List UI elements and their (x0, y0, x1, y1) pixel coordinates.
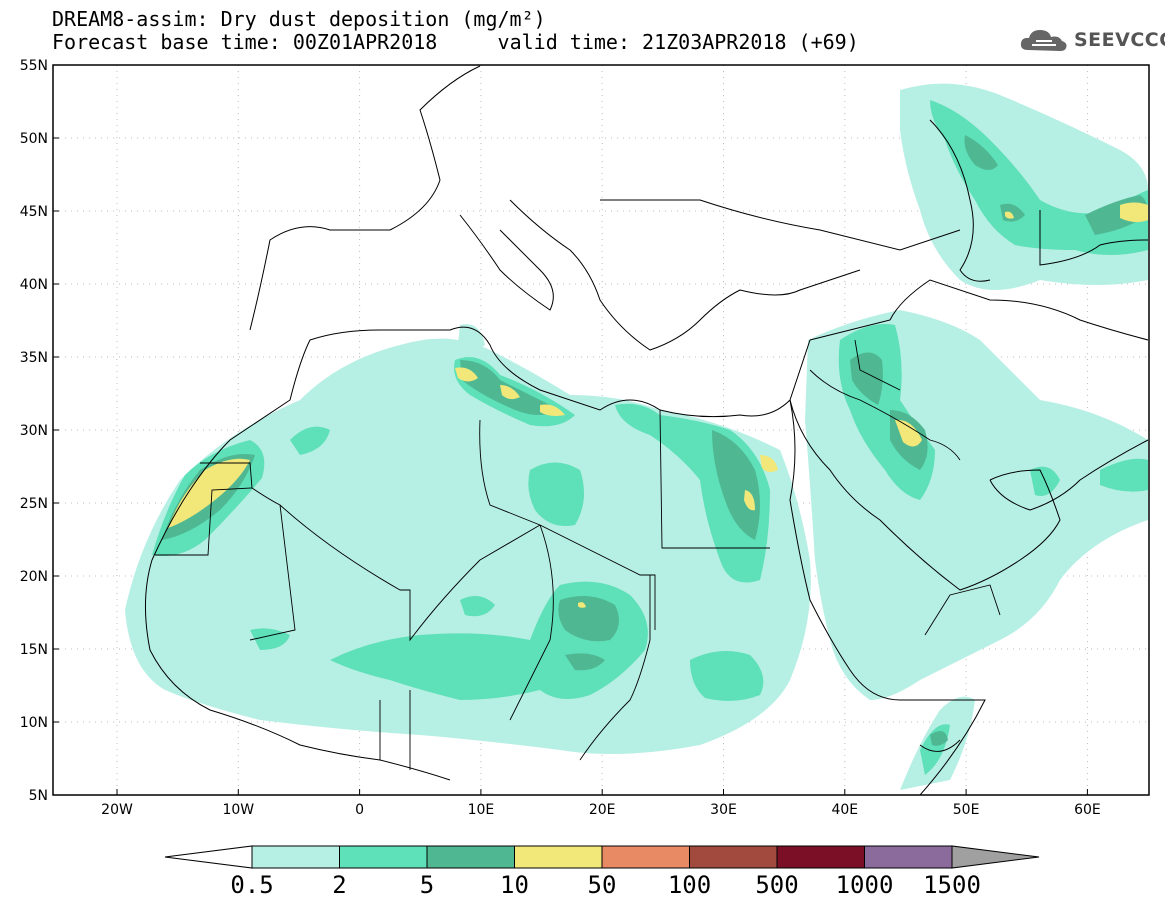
country-borders (155, 339, 1001, 770)
lat-label: 55N (20, 58, 48, 74)
colorbar-label: 10 (500, 871, 529, 899)
lat-label: 20N (20, 569, 48, 585)
seevccc-logo: SEEVCCC (1018, 26, 1165, 54)
map-title-block: DREAM8-assim: Dry dust deposition (mg/m²… (52, 8, 859, 54)
coastlines (145, 65, 1149, 795)
lat-label: 35N (20, 350, 48, 366)
logo-text: SEEVCCC (1074, 29, 1165, 51)
longitude-labels: 20W 10W 0 10E 20E 30E 40E 50E 60E (101, 789, 1101, 818)
lon-label: 20E (589, 802, 616, 818)
colorbar (164, 845, 1040, 869)
colorbar-low-triangle (164, 845, 253, 869)
colorbar-box (251, 845, 340, 869)
colorbar-box (864, 845, 953, 869)
latitude-labels: 55N 50N 45N 40N 35N 30N 25N 20N 15N 10N 5N (20, 58, 59, 804)
colorbar-label: 50 (588, 871, 617, 899)
lon-label: 20W (101, 802, 133, 818)
colorbar-box (601, 845, 690, 869)
colorbar-label: 100 (668, 871, 711, 899)
lon-label: 10W (222, 802, 254, 818)
colorbar-box (776, 845, 865, 869)
valid-time: valid time: 21Z03APR2018 (+69) (497, 30, 859, 54)
lat-label: 30N (20, 423, 48, 439)
lat-label: 25N (20, 496, 48, 512)
lon-label: 0 (355, 802, 364, 818)
map-title: DREAM8-assim: Dry dust deposition (mg/m²… (52, 7, 546, 31)
lon-label: 40E (831, 802, 858, 818)
colorbar-label: 1500 (923, 871, 981, 899)
colorbar-label: 2 (332, 871, 346, 899)
colorbar-box (339, 845, 428, 869)
colorbar-box (689, 845, 778, 869)
lon-label: 30E (710, 802, 737, 818)
dust-field (125, 83, 1148, 790)
colorbar-box (514, 845, 603, 869)
colorbar-label: 0.5 (230, 871, 273, 899)
lat-label: 5N (29, 788, 48, 804)
lon-label: 10E (468, 802, 495, 818)
colorbar-label: 500 (755, 871, 798, 899)
lat-label: 45N (20, 204, 48, 220)
time-line: Forecast base time: 00Z01APR2018 valid t… (52, 31, 859, 54)
colorbar-label: 1000 (836, 871, 894, 899)
base-time: Forecast base time: 00Z01APR2018 (52, 30, 438, 54)
dust-layer-10 (168, 202, 1148, 608)
colorbar-box (426, 845, 515, 869)
colorbar-high-triangle (951, 845, 1040, 869)
colorbar-labels: 0.5 2 5 10 50 100 500 1000 1500 (230, 871, 981, 899)
lat-label: 15N (20, 642, 48, 658)
lat-label: 50N (20, 131, 48, 147)
colorbar-label: 5 (420, 871, 434, 899)
cloud-icon (1020, 30, 1067, 51)
lon-label: 60E (1074, 802, 1101, 818)
lat-label: 40N (20, 277, 48, 293)
lat-label: 10N (20, 715, 48, 731)
lon-label: 50E (953, 802, 980, 818)
